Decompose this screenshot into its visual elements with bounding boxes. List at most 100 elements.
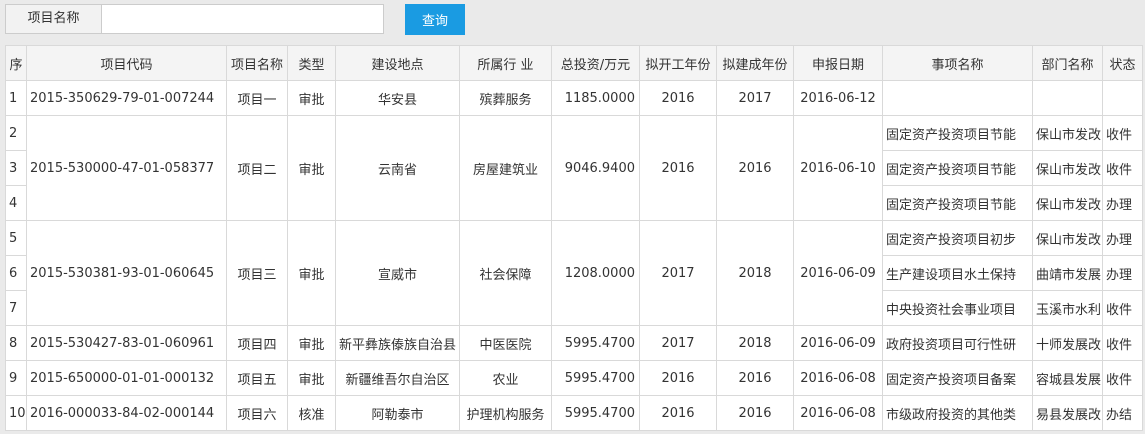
industry-cell: 中医医院 xyxy=(459,325,552,361)
investment-cell: 9046.9400 xyxy=(551,115,640,221)
col-header-type: 类型 xyxy=(287,45,336,81)
end-year-cell: 2016 xyxy=(716,395,794,431)
table-header-row: 序 项目代码 项目名称 类型 建设地点 所属行 业 总投资/万元 拟开工年份 拟… xyxy=(5,45,1143,81)
project-code-cell: 2015-350629-79-01-007244 xyxy=(26,80,227,116)
matter-cell: 政府投资项目可行性研 xyxy=(882,325,1033,361)
location-cell: 新疆维吾尔自治区 xyxy=(335,360,460,396)
col-header-industry: 所属行 业 xyxy=(459,45,552,81)
table-row[interactable]: 9 2015-650000-01-01-000132 项目五 审批 新疆维吾尔自治区 农业… xyxy=(5,360,1143,396)
date-cell: 2016-06-09 xyxy=(793,220,883,326)
row-seq-cell: 2 xyxy=(5,115,27,151)
matter-cell: 固定资产投资项目节能 xyxy=(882,150,1033,186)
project-name-cell: 项目一 xyxy=(226,80,288,116)
date-cell: 2016-06-08 xyxy=(793,395,883,431)
investment-cell: 5995.4700 xyxy=(551,395,640,431)
row-seq-cell: 6 xyxy=(5,255,27,291)
project-name-input[interactable] xyxy=(101,4,384,34)
search-bar: 项目名称 查询 xyxy=(0,0,1145,44)
table-row[interactable]: 3 固定资产投资项目节能 保山市发改 收件 xyxy=(5,150,1143,186)
end-year-cell: 2016 xyxy=(716,115,794,221)
start-year-cell: 2016 xyxy=(639,80,717,116)
row-seq-cell: 1 xyxy=(5,80,27,116)
project-code-cell: 2015-530381-93-01-060645 xyxy=(26,220,227,326)
industry-cell: 殡葬服务 xyxy=(459,80,552,116)
status-cell: 办理 xyxy=(1102,220,1143,256)
matter-cell: 固定资产投资项目节能 xyxy=(882,115,1033,151)
industry-cell: 社会保障 xyxy=(459,220,552,326)
investment-cell: 5995.4700 xyxy=(551,325,640,361)
end-year-cell: 2016 xyxy=(716,360,794,396)
date-cell: 2016-06-12 xyxy=(793,80,883,116)
status-cell: 收件 xyxy=(1102,115,1143,151)
project-code-cell: 2015-530000-47-01-058377 xyxy=(26,115,227,221)
table-row[interactable]: 8 2015-530427-83-01-060961 项目四 审批 新平彝族傣族自治县中… xyxy=(5,325,1143,361)
dept-cell: 十师发展改 xyxy=(1032,325,1103,361)
industry-cell: 农业 xyxy=(459,360,552,396)
project-type-cell: 核准 xyxy=(287,395,336,431)
industry-cell: 护理机构服务 xyxy=(459,395,552,431)
industry-cell: 房屋建筑业 xyxy=(459,115,552,221)
end-year-cell: 2018 xyxy=(716,325,794,361)
dept-cell xyxy=(1032,80,1103,116)
matter-cell: 固定资产投资项目初步 xyxy=(882,220,1033,256)
table-row[interactable]: 2 2015-530000-47-01-058377 项目二 审批 云南省 房屋建筑业 90… xyxy=(5,115,1143,221)
col-header-status: 状态 xyxy=(1102,45,1143,81)
col-header-matter: 事项名称 xyxy=(882,45,1033,81)
table-row[interactable]: 4 固定资产投资项目节能 保山市发改 办理 xyxy=(5,185,1143,221)
dept-cell: 容城县发展 xyxy=(1032,360,1103,396)
query-button[interactable]: 查询 xyxy=(405,4,465,35)
project-type-cell: 审批 xyxy=(287,360,336,396)
project-code-cell: 2015-530427-83-01-060961 xyxy=(26,325,227,361)
location-cell: 宣威市 xyxy=(335,220,460,326)
status-cell: 收件 xyxy=(1102,360,1143,396)
start-year-cell: 2016 xyxy=(639,115,717,221)
end-year-cell: 2018 xyxy=(716,220,794,326)
investment-cell: 1208.0000 xyxy=(551,220,640,326)
col-header-end-year: 拟建成年份 xyxy=(716,45,794,81)
location-cell: 新平彝族傣族自治县 xyxy=(335,325,460,361)
start-year-cell: 2016 xyxy=(639,395,717,431)
investment-cell: 1185.0000 xyxy=(551,80,640,116)
date-cell: 2016-06-10 xyxy=(793,115,883,221)
table-row[interactable]: 10 2016-000033-84-02-000144 项目六 核准 阿勒泰市 护理机构服… xyxy=(5,395,1143,431)
col-header-seq: 序 xyxy=(5,45,27,81)
row-seq-cell: 7 xyxy=(5,290,27,326)
col-header-location: 建设地点 xyxy=(335,45,460,81)
col-header-dept: 部门名称 xyxy=(1032,45,1103,81)
row-seq-cell: 5 xyxy=(5,220,27,256)
project-type-cell: 审批 xyxy=(287,80,336,116)
project-code-cell: 2015-650000-01-01-000132 xyxy=(26,360,227,396)
project-name-cell: 项目六 xyxy=(226,395,288,431)
table-row[interactable]: 5 2015-530381-93-01-060645 项目三 审批 宣威市 社会保障 120… xyxy=(5,220,1143,326)
table-row[interactable]: 1 2015-350629-79-01-007244 项目一 审批 华安县 殡葬服务 118… xyxy=(5,80,1143,116)
dept-cell: 保山市发改 xyxy=(1032,115,1103,151)
matter-cell: 市级政府投资的其他类 xyxy=(882,395,1033,431)
project-type-cell: 审批 xyxy=(287,325,336,361)
project-name-cell: 项目三 xyxy=(226,220,288,326)
dept-cell: 保山市发改 xyxy=(1032,220,1103,256)
search-label: 项目名称 xyxy=(5,4,101,34)
matter-cell xyxy=(882,80,1033,116)
start-year-cell: 2017 xyxy=(639,325,717,361)
col-header-investment: 总投资/万元 xyxy=(551,45,640,81)
col-header-code: 项目代码 xyxy=(26,45,227,81)
status-cell: 收件 xyxy=(1102,150,1143,186)
location-cell: 云南省 xyxy=(335,115,460,221)
row-seq-cell: 8 xyxy=(5,325,27,361)
row-seq-cell: 4 xyxy=(5,185,27,221)
status-cell: 收件 xyxy=(1102,325,1143,361)
status-cell: 收件 xyxy=(1102,290,1143,326)
end-year-cell: 2017 xyxy=(716,80,794,116)
dept-cell: 易县发展改 xyxy=(1032,395,1103,431)
date-cell: 2016-06-08 xyxy=(793,360,883,396)
col-header-date: 申报日期 xyxy=(793,45,883,81)
investment-cell: 5995.4700 xyxy=(551,360,640,396)
row-seq-cell: 10 xyxy=(5,395,27,431)
matter-cell: 固定资产投资项目节能 xyxy=(882,185,1033,221)
dept-cell: 玉溪市水利 xyxy=(1032,290,1103,326)
row-seq-cell: 9 xyxy=(5,360,27,396)
project-type-cell: 审批 xyxy=(287,220,336,326)
location-cell: 阿勒泰市 xyxy=(335,395,460,431)
project-name-cell: 项目二 xyxy=(226,115,288,221)
status-cell: 办理 xyxy=(1102,185,1143,221)
